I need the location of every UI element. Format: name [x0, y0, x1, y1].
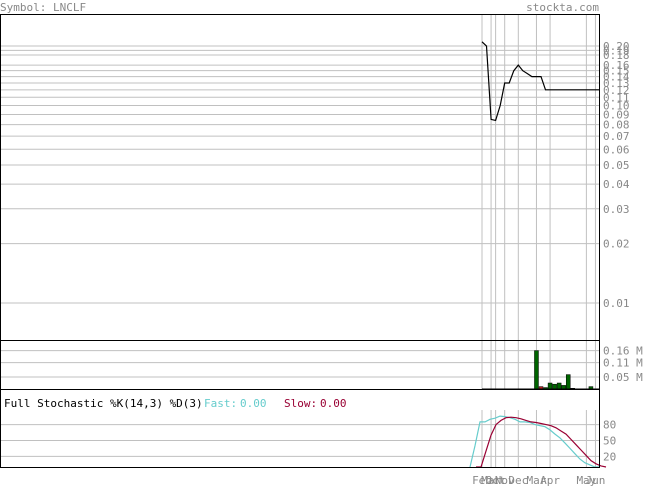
x-axis-month-label: Jun: [586, 474, 606, 486]
stochastic-tick-label: 80: [603, 419, 616, 432]
price-tick-label: 0.01: [603, 297, 630, 310]
price-tick-label: 0.03: [603, 203, 630, 216]
stochastic-fast-line: [469, 415, 600, 468]
price-tick-label: 0.07: [603, 130, 630, 143]
volume-grid: [1, 341, 600, 389]
price-tick-label: 0.20: [603, 40, 630, 53]
stochastic-slow-label: Slow:: [284, 397, 317, 410]
volume-bar: [561, 385, 566, 390]
volume-bar: [534, 350, 539, 390]
volume-tick-labels: 0.16 M0.11 M0.05 M: [603, 345, 643, 384]
price-tick-label: 0.14: [603, 71, 630, 84]
stochastic-fast-label: Fast:: [204, 397, 237, 410]
x-axis-month-label: May: [576, 474, 596, 486]
price-tick-label: 0.09: [603, 109, 630, 122]
volume-bar: [552, 383, 557, 390]
x-axis-month-label: Nov: [495, 474, 515, 486]
price-tick-label: 0.19: [603, 44, 630, 57]
price-grid: [1, 45, 600, 304]
x-axis-month-label: Apr: [540, 474, 560, 486]
price-tick-labels: 0.200.190.180.160.150.140.130.120.110.10…: [603, 40, 630, 310]
volume-bars: [534, 350, 594, 390]
stochastic-tick-labels: 80 50 20: [603, 419, 616, 464]
price-line: [481, 41, 600, 122]
price-tick-label: 0.18: [603, 49, 630, 62]
price-tick-label: 0.10: [603, 99, 630, 112]
x-axis-month-label: Mar: [481, 474, 501, 486]
stochastic-title: Full Stochastic %K(14,3) %D(3): [4, 397, 203, 410]
price-tick-label: 0.04: [603, 178, 630, 191]
volume-tick-label: 0.11 M: [603, 357, 643, 370]
x-axis-month-label: Feb: [472, 474, 492, 486]
price-tick-label: 0.06: [603, 143, 630, 156]
x-axis-month-label: Oct: [486, 474, 506, 486]
volume-tick-label: 0.05 M: [603, 371, 643, 384]
price-vertical-gridlines: [481, 15, 596, 340]
price-tick-label: 0.12: [603, 84, 630, 97]
price-tick-label: 0.08: [603, 119, 630, 132]
x-axis-month-label: Mar: [527, 474, 547, 486]
stochastic-slow-line: [476, 416, 607, 468]
stochastic-tick-label: 20: [603, 450, 616, 463]
x-axis-month-label: Dec: [508, 474, 528, 486]
volume-bar: [556, 382, 562, 390]
volume-bar: [547, 382, 553, 390]
price-tick-label: 0.11: [603, 91, 630, 104]
stochastic-slow-value: 0.00: [320, 397, 347, 410]
price-tick-label: 0.16: [603, 59, 630, 72]
stochastic-grid: [1, 410, 600, 467]
stochastic-tick-label: 50: [603, 435, 616, 448]
stochastic-panel-frame: [0, 389, 600, 468]
stochastic-fast-value: 0.00: [240, 397, 267, 410]
price-tick-label: 0.15: [603, 65, 630, 78]
price-tick-label: 0.13: [603, 77, 630, 90]
site-label: stockta.com: [526, 1, 599, 14]
volume-tick-label: 0.16 M: [603, 345, 643, 358]
volume-bar: [565, 374, 571, 390]
price-tick-label: 0.02: [603, 238, 630, 251]
symbol-label: Symbol: LNCLF: [0, 1, 86, 14]
price-tick-label: 0.05: [603, 159, 630, 172]
